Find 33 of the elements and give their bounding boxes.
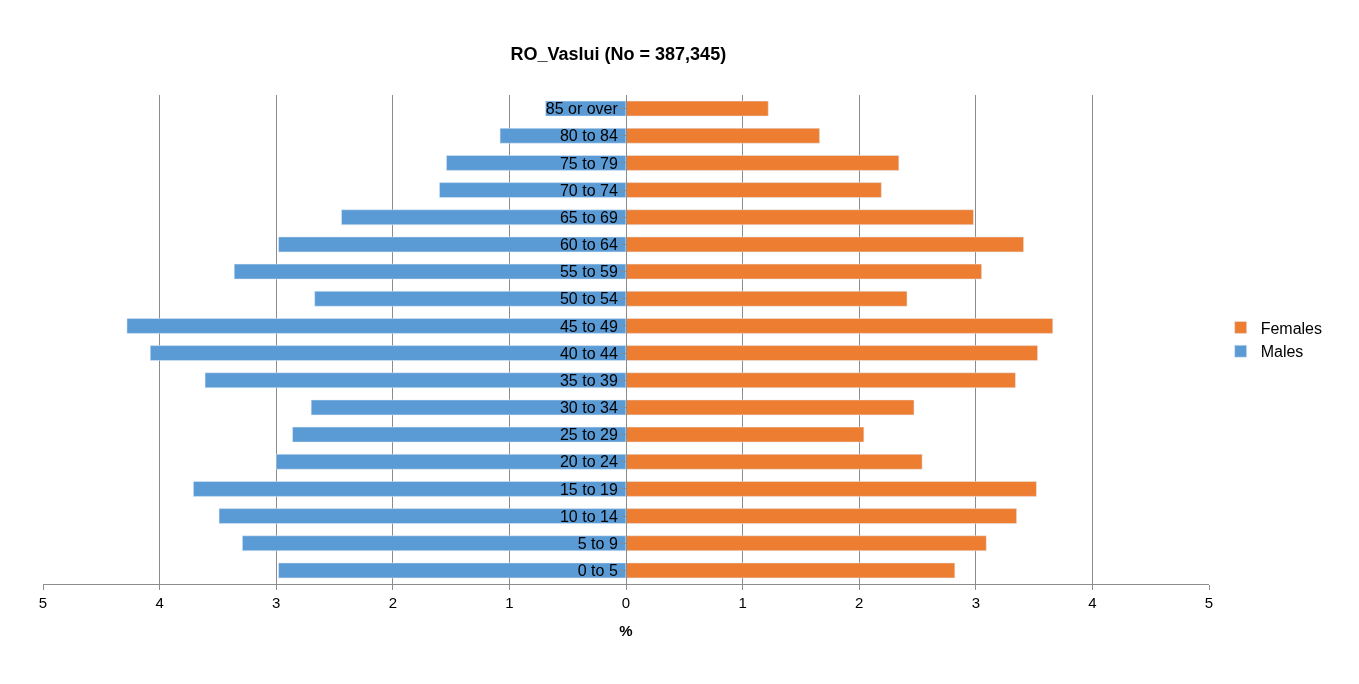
x-tick-label: 3 [971, 594, 980, 611]
y-tick-label: 30 to 34 [559, 399, 618, 417]
y-tick-label: 5 to 9 [577, 534, 618, 552]
x-tick-label: 0 [621, 594, 631, 611]
y-tick-label: 70 to 74 [559, 181, 618, 199]
y-tick-label: 85 or over [545, 100, 619, 118]
y-tick-label: 25 to 29 [559, 426, 618, 444]
y-tick-label: 15 to 19 [559, 480, 618, 498]
y-tick-label: 40 to 44 [559, 344, 618, 362]
x-tick-label: 5 [38, 594, 48, 611]
legend-label: Females [1260, 319, 1323, 337]
y-tick-label: 80 to 84 [559, 127, 618, 145]
y-tick-label: 20 to 24 [559, 453, 618, 471]
x-tick-label: 5 [1204, 594, 1214, 611]
y-tick-label: 60 to 64 [559, 236, 618, 254]
x-tick-label: 4 [1088, 594, 1097, 611]
y-tick-label: 10 to 14 [559, 507, 618, 525]
x-tick-label: 4 [155, 594, 164, 611]
y-tick-label: 35 to 39 [559, 371, 618, 389]
x-tick-label: 2 [388, 594, 397, 611]
y-tick-label: 55 to 59 [559, 263, 618, 281]
x-axis-title: % [619, 622, 633, 639]
legend-label: Males [1260, 343, 1304, 361]
y-tick-label: 50 to 54 [559, 290, 618, 308]
y-tick-label: 75 to 79 [559, 154, 618, 172]
y-tick-label: 65 to 69 [559, 208, 618, 226]
x-tick-label: 1 [738, 594, 747, 611]
x-tick-label: 1 [505, 594, 514, 611]
y-tick-label: 45 to 49 [559, 317, 618, 335]
y-tick-label: 0 to 5 [577, 562, 618, 580]
x-tick-label: 3 [272, 594, 281, 611]
x-tick-label: 2 [855, 594, 864, 611]
chart-title: RO_Vaslui (No = 387,345) [510, 44, 727, 65]
